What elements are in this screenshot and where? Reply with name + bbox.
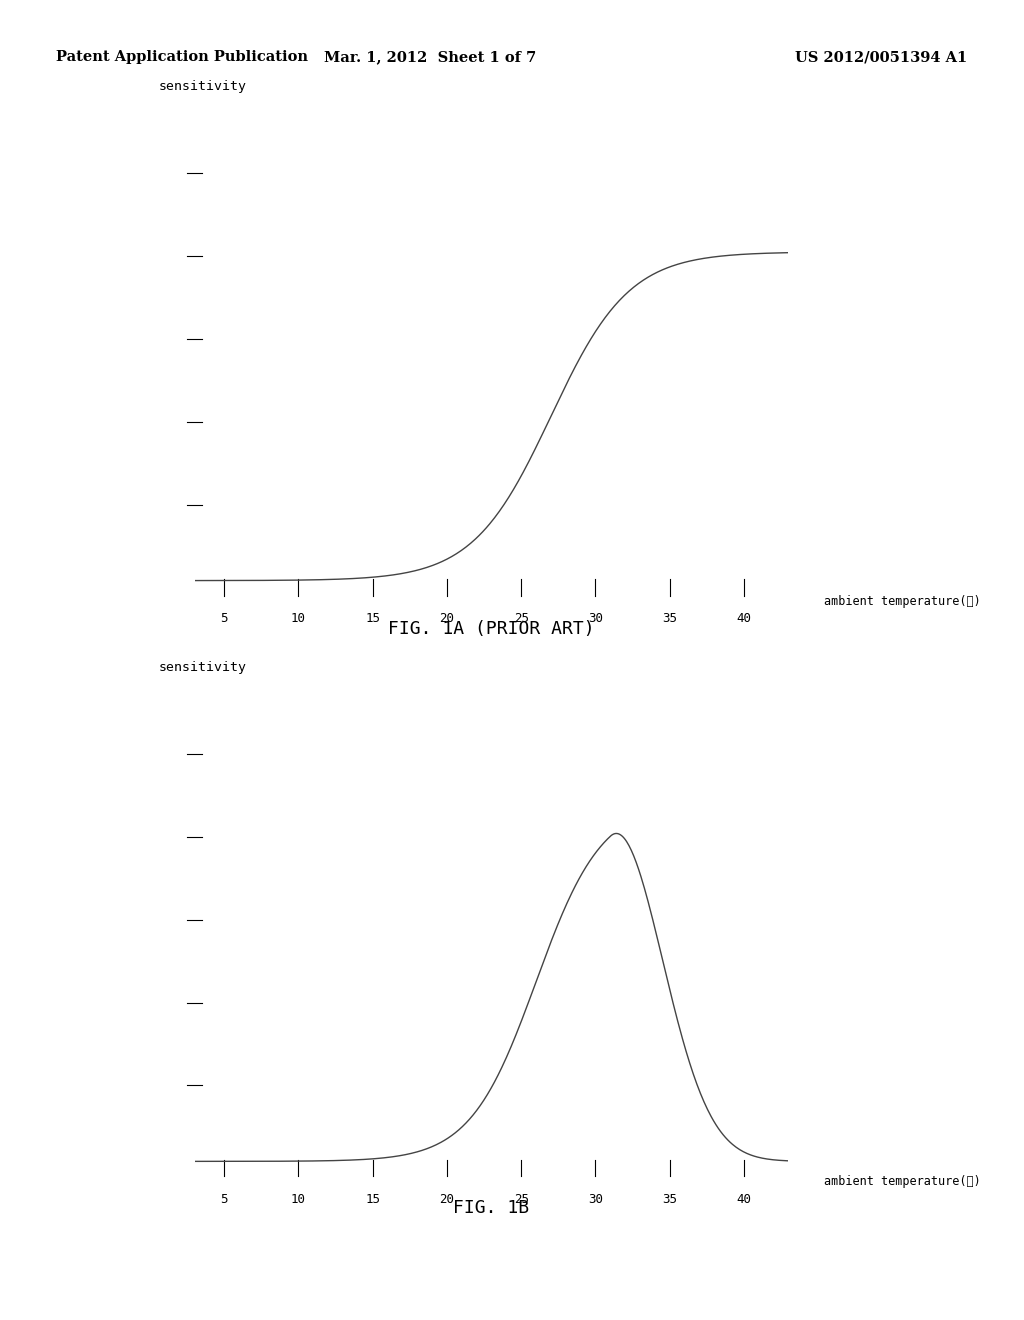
Text: Mar. 1, 2012  Sheet 1 of 7: Mar. 1, 2012 Sheet 1 of 7 bbox=[324, 50, 537, 65]
Text: US 2012/0051394 A1: US 2012/0051394 A1 bbox=[796, 50, 968, 65]
Text: 10: 10 bbox=[291, 1193, 306, 1206]
Text: 25: 25 bbox=[514, 612, 528, 626]
Text: FIG. 1A (PRIOR ART): FIG. 1A (PRIOR ART) bbox=[388, 620, 595, 639]
Text: Patent Application Publication: Patent Application Publication bbox=[56, 50, 308, 65]
Text: 30: 30 bbox=[588, 612, 603, 626]
Text: 25: 25 bbox=[514, 1193, 528, 1206]
Text: 15: 15 bbox=[366, 1193, 380, 1206]
Text: 40: 40 bbox=[736, 1193, 752, 1206]
Text: 5: 5 bbox=[220, 1193, 228, 1206]
Text: 5: 5 bbox=[220, 612, 228, 626]
Text: 35: 35 bbox=[663, 1193, 677, 1206]
Text: sensitivity: sensitivity bbox=[159, 81, 247, 92]
Text: 20: 20 bbox=[439, 612, 455, 626]
Text: FIG. 1B: FIG. 1B bbox=[454, 1199, 529, 1217]
Text: ambient temperature(℃): ambient temperature(℃) bbox=[824, 594, 981, 607]
Text: 15: 15 bbox=[366, 612, 380, 626]
Text: ambient temperature(℃): ambient temperature(℃) bbox=[824, 1175, 981, 1188]
Text: 35: 35 bbox=[663, 612, 677, 626]
Text: sensitivity: sensitivity bbox=[159, 661, 247, 673]
Text: 40: 40 bbox=[736, 612, 752, 626]
Text: 20: 20 bbox=[439, 1193, 455, 1206]
Text: 10: 10 bbox=[291, 612, 306, 626]
Text: 30: 30 bbox=[588, 1193, 603, 1206]
